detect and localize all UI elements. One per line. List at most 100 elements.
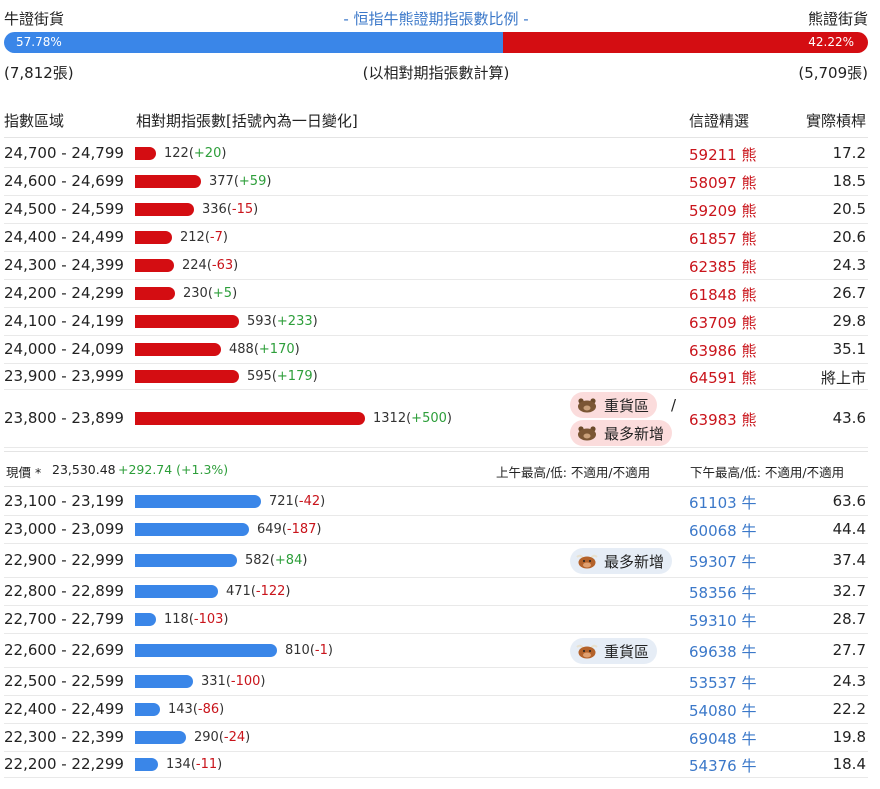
warrant-type: 牛	[741, 730, 757, 748]
daily-change: -1	[314, 643, 328, 658]
table-row[interactable]: 24,700 - 24,799 122(+20) 59211 熊 17.2	[4, 140, 868, 168]
daily-change: +84	[274, 553, 303, 568]
effective-leverage: 將上市	[820, 369, 866, 387]
warrant-code[interactable]: 58097	[689, 174, 737, 192]
effective-leverage: 24.3	[832, 256, 866, 274]
contract-count: 488(+170)	[229, 342, 300, 357]
warrant-code[interactable]: 60068	[689, 522, 737, 540]
warrant-code-link[interactable]: 59209 熊	[689, 200, 757, 221]
warrant-type: 牛	[741, 702, 757, 720]
warrant-code[interactable]: 59307	[689, 553, 737, 571]
warrant-code-link[interactable]: 63983 熊	[689, 409, 757, 430]
warrant-code-link[interactable]: 69048 牛	[689, 728, 757, 749]
warrant-type: 熊	[741, 258, 757, 276]
table-row[interactable]: 22,300 - 22,399 290(-24) 69048 牛 19.8	[4, 724, 868, 752]
table-row[interactable]: 23,900 - 23,999 595(+179) 64591 熊 將上市	[4, 364, 868, 390]
table-row[interactable]: 22,200 - 22,299 134(-11) 54376 牛 18.4	[4, 752, 868, 778]
column-leverage: 實際槓桿	[805, 112, 866, 130]
warrant-code-link[interactable]: 53537 牛	[689, 672, 757, 693]
warrant-code[interactable]: 63986	[689, 342, 737, 360]
warrant-code[interactable]: 53537	[689, 674, 737, 692]
column-pick: 信證精選	[689, 112, 750, 130]
warrant-code[interactable]: 59310	[689, 612, 737, 630]
table-row[interactable]: 22,700 - 22,799 118(-103) 59310 牛 28.7	[4, 606, 868, 634]
table-row[interactable]: 22,800 - 22,899 471(-122) 58356 牛 32.7	[4, 578, 868, 606]
table-row[interactable]: 24,500 - 24,599 336(-15) 59209 熊 20.5	[4, 196, 868, 224]
warrant-code-link[interactable]: 61103 牛	[689, 492, 757, 513]
contract-count: 595(+179)	[247, 369, 318, 384]
warrant-code[interactable]: 54376	[689, 757, 737, 775]
effective-leverage: 35.1	[832, 340, 866, 358]
most-added-tag: 最多新增	[570, 420, 673, 446]
table-row[interactable]: 23,100 - 23,199 721(-42) 61103 牛 63.6	[4, 488, 868, 516]
warrant-code[interactable]: 61103	[689, 494, 737, 512]
table-row[interactable]: 23,000 - 23,099 649(-187) 60068 牛 44.4	[4, 516, 868, 544]
bull-bear-ratio-bar: 57.78% 42.22%	[4, 32, 868, 53]
warrant-code-link[interactable]: 54376 牛	[689, 755, 757, 776]
contract-count: 134(-11)	[166, 757, 223, 772]
warrant-code-link[interactable]: 54080 牛	[689, 700, 757, 721]
effective-leverage: 18.5	[832, 172, 866, 190]
warrant-code[interactable]: 54080	[689, 702, 737, 720]
table-row[interactable]: 22,500 - 22,599 331(-100) 53537 牛 24.3	[4, 668, 868, 696]
warrant-code-link[interactable]: 58097 熊	[689, 172, 757, 193]
warrant-code[interactable]: 69638	[689, 643, 737, 661]
warrant-code-link[interactable]: 61857 熊	[689, 228, 757, 249]
daily-change: -63	[211, 258, 234, 273]
table-row[interactable]: 24,100 - 24,199 593(+233) 63709 熊 29.8	[4, 308, 868, 336]
daily-change: +179	[276, 369, 313, 384]
warrant-code[interactable]: 62385	[689, 258, 737, 276]
warrant-code[interactable]: 59209	[689, 202, 737, 220]
index-range: 22,500 - 22,599	[4, 672, 124, 690]
table-row[interactable]: 24,000 - 24,099 488(+170) 63986 熊 35.1	[4, 336, 868, 364]
daily-change: -187	[286, 522, 317, 537]
warrant-code-link[interactable]: 58356 牛	[689, 582, 757, 603]
table-row[interactable]: 22,900 - 22,999 582(+84) 最多新增 59307 牛 37.4	[4, 544, 868, 578]
contract-bar	[135, 554, 237, 567]
table-row[interactable]: 24,200 - 24,299 230(+5) 61848 熊 26.7	[4, 280, 868, 308]
effective-leverage: 32.7	[832, 582, 866, 600]
index-range: 24,700 - 24,799	[4, 144, 124, 162]
warrant-code[interactable]: 61848	[689, 286, 737, 304]
index-range: 23,000 - 23,099	[4, 520, 124, 538]
daily-change: -103	[193, 612, 224, 627]
contract-bar	[135, 315, 239, 328]
warrant-code-link[interactable]: 69638 牛	[689, 641, 757, 662]
index-range: 22,600 - 22,699	[4, 641, 124, 659]
warrant-code[interactable]: 58356	[689, 584, 737, 602]
contract-count: 118(-103)	[164, 612, 229, 627]
contract-bar	[135, 613, 156, 626]
table-row[interactable]: 22,600 - 22,699 810(-1) 重貨區 69638 牛 27.7	[4, 634, 868, 668]
contract-count-value: 582	[245, 553, 270, 568]
warrant-code-link[interactable]: 63709 熊	[689, 312, 757, 333]
current-price-change: +292.74 (+1.3%)	[118, 462, 229, 477]
warrant-code-link[interactable]: 63986 熊	[689, 340, 757, 361]
warrant-type: 熊	[741, 314, 757, 332]
warrant-code-link[interactable]: 64591 熊	[689, 367, 757, 388]
contract-bar	[135, 585, 218, 598]
warrant-code[interactable]: 69048	[689, 730, 737, 748]
daily-change: +20	[193, 146, 222, 161]
table-row[interactable]: 22,400 - 22,499 143(-86) 54080 牛 22.2	[4, 696, 868, 724]
table-row[interactable]: 24,400 - 24,499 212(-7) 61857 熊 20.6	[4, 224, 868, 252]
contract-count: 143(-86)	[168, 702, 225, 717]
warrant-code[interactable]: 59211	[689, 146, 737, 164]
table-row[interactable]: 24,300 - 24,399 224(-63) 62385 熊 24.3	[4, 252, 868, 280]
index-range: 24,300 - 24,399	[4, 256, 124, 274]
warrant-code[interactable]: 63983	[689, 411, 737, 429]
warrant-code-link[interactable]: 59211 熊	[689, 144, 757, 165]
bear-outstanding-label: 熊證街貨	[807, 10, 868, 28]
contract-count-value: 230	[183, 286, 208, 301]
warrant-code[interactable]: 63709	[689, 314, 737, 332]
index-range: 23,900 - 23,999	[4, 367, 124, 385]
table-row[interactable]: 24,600 - 24,699 377(+59) 58097 熊 18.5	[4, 168, 868, 196]
warrant-code[interactable]: 61857	[689, 230, 737, 248]
contract-bar	[135, 259, 174, 272]
warrant-code-link[interactable]: 61848 熊	[689, 284, 757, 305]
warrant-code-link[interactable]: 59310 牛	[689, 610, 757, 631]
warrant-code[interactable]: 64591	[689, 369, 737, 387]
warrant-code-link[interactable]: 62385 熊	[689, 256, 757, 277]
warrant-code-link[interactable]: 59307 牛	[689, 551, 757, 572]
warrant-code-link[interactable]: 60068 牛	[689, 520, 757, 541]
table-row[interactable]: 23,800 - 23,899 1312(+500) 重貨區 / 最多新增 63983 熊…	[4, 390, 868, 448]
